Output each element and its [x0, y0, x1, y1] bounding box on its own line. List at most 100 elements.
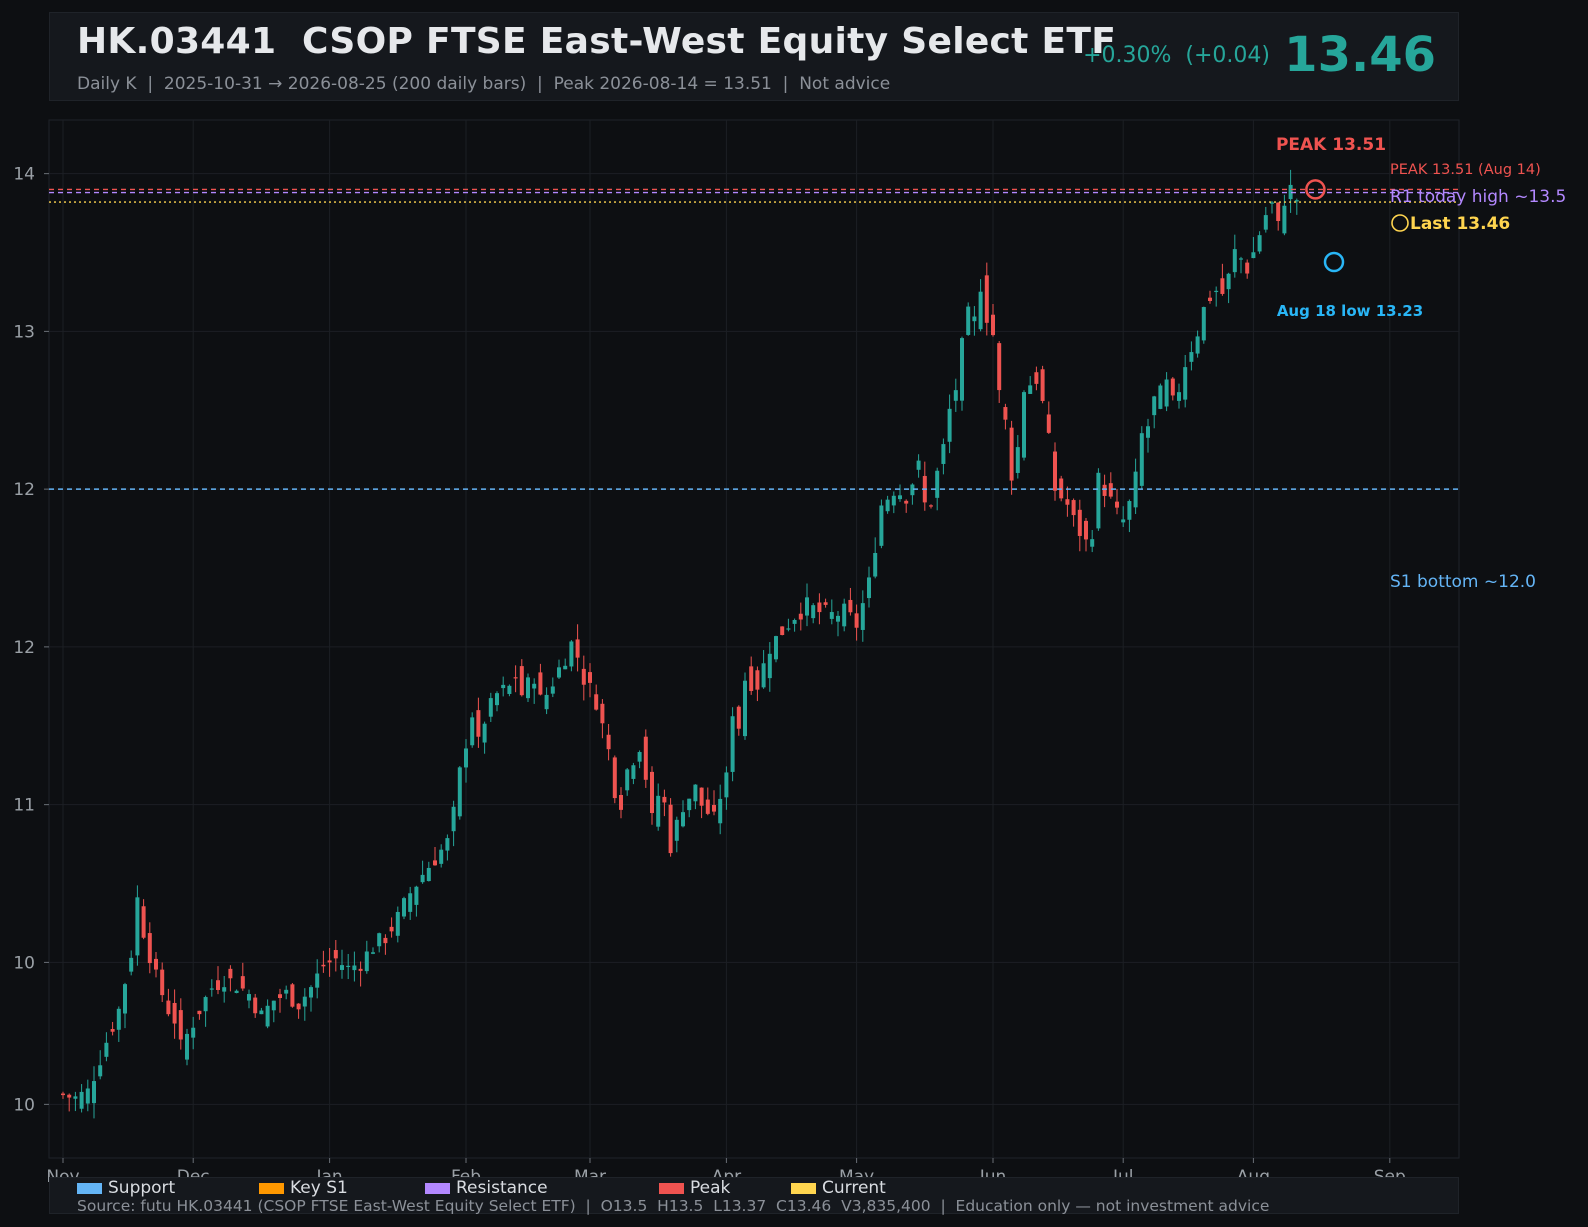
- current-label: Last 13.46: [1410, 214, 1510, 234]
- candle-body: [340, 965, 344, 970]
- chart-subtitle: Daily K | 2025-10-31 → 2026-08-25 (200 d…: [77, 74, 891, 94]
- candle-body: [296, 1003, 301, 1010]
- candle-body: [309, 987, 313, 998]
- candle-body: [612, 757, 617, 799]
- legend-swatch: [791, 1182, 816, 1194]
- candle-body: [836, 615, 840, 622]
- price-change: +0.30% (+0.04): [1083, 43, 1270, 68]
- legend-label: Resistance: [456, 1178, 548, 1198]
- candle-body: [823, 602, 828, 605]
- candle-body: [997, 343, 1002, 391]
- candle-body: [98, 1065, 103, 1077]
- candle-body: [681, 812, 685, 827]
- candle-body: [563, 665, 568, 670]
- candle-body: [1096, 472, 1101, 529]
- candle-body: [569, 641, 574, 667]
- candle-body: [123, 984, 127, 1014]
- peak-annotation: PEAK 13.51: [1276, 135, 1386, 155]
- candle-body: [464, 748, 468, 768]
- candle-body: [1146, 426, 1150, 438]
- candle-body: [247, 994, 251, 1001]
- candle-body: [1170, 378, 1175, 396]
- candle-body: [916, 460, 921, 470]
- candle-body: [947, 408, 952, 442]
- candle-body: [581, 668, 586, 685]
- y-tick-label: 12: [13, 638, 35, 658]
- legend-item-current: Current: [791, 1178, 991, 1198]
- candle-body: [1245, 262, 1250, 274]
- candle-body: [439, 849, 444, 864]
- candle-body: [228, 968, 233, 979]
- legend-swatch: [425, 1182, 450, 1194]
- candle-body: [1009, 427, 1014, 481]
- candle-body: [426, 867, 431, 882]
- legend-items: Support Key S1 Resistance Peak Current: [77, 1178, 991, 1198]
- candle-body: [1090, 539, 1095, 547]
- candle-body: [315, 973, 320, 988]
- peak-label: PEAK 13.51 (Aug 14): [1390, 162, 1541, 178]
- candle-body: [191, 1027, 196, 1038]
- candle-body: [1276, 202, 1281, 222]
- candle-body: [358, 968, 363, 971]
- candle-body: [1263, 215, 1268, 230]
- candle-body: [761, 663, 766, 688]
- candle-body: [364, 951, 369, 972]
- candle-body: [166, 1000, 171, 1015]
- candle-body: [371, 952, 375, 954]
- candle-body: [910, 484, 915, 496]
- candle-body: [402, 898, 406, 917]
- legend-item-support: Support: [77, 1178, 259, 1198]
- candle-body: [643, 736, 648, 780]
- candle-body: [278, 994, 282, 999]
- candle-body: [544, 694, 549, 710]
- chart-header: HK.03441 CSOP FTSE East-West Equity Sele…: [49, 12, 1459, 101]
- candle-body: [61, 1093, 65, 1096]
- candle-body: [842, 603, 847, 627]
- candle-body: [650, 771, 654, 814]
- y-tick-label: 12: [13, 480, 35, 500]
- candle-body: [1022, 392, 1026, 458]
- candle-body: [178, 1010, 183, 1040]
- candle-body: [259, 1010, 264, 1015]
- candle-body: [1065, 499, 1070, 505]
- candle-body: [1133, 471, 1138, 508]
- legend-label: Current: [822, 1178, 886, 1198]
- candle-body: [873, 552, 878, 577]
- candle-body: [1071, 500, 1076, 516]
- candle-body: [203, 997, 208, 1012]
- candle-body: [532, 683, 537, 689]
- candle-body: [408, 893, 413, 912]
- candle-body: [1121, 519, 1126, 523]
- candle-body: [129, 957, 134, 972]
- candle-body: [420, 874, 425, 883]
- candle-body: [879, 505, 884, 546]
- candle-body: [333, 950, 338, 959]
- candle-body: [774, 636, 778, 660]
- candle-body: [141, 906, 146, 938]
- candle-body: [606, 734, 611, 750]
- candle-body: [1164, 379, 1169, 407]
- candle-body: [600, 703, 605, 724]
- candle-body: [885, 499, 890, 512]
- candle-body: [767, 653, 772, 679]
- candle-body: [1232, 249, 1237, 273]
- candle-body: [73, 1096, 78, 1099]
- candle-body: [197, 1010, 202, 1015]
- candle-body: [1189, 352, 1194, 362]
- candle-body: [1257, 235, 1262, 252]
- candle-body: [991, 314, 995, 336]
- candle-body: [538, 672, 543, 695]
- last-price: 13.46: [1284, 27, 1436, 83]
- candle-body: [457, 767, 462, 817]
- candle-body: [1127, 501, 1132, 520]
- candle-body: [1084, 520, 1088, 540]
- candle-body: [687, 798, 692, 811]
- candle-body: [1102, 484, 1107, 496]
- candle-body: [389, 926, 394, 932]
- candle-body: [433, 860, 437, 866]
- low-annotation: Aug 18 low 13.23: [1277, 302, 1423, 320]
- candle-body: [619, 795, 623, 810]
- candle-body: [1195, 336, 1200, 354]
- candle-body: [513, 677, 518, 679]
